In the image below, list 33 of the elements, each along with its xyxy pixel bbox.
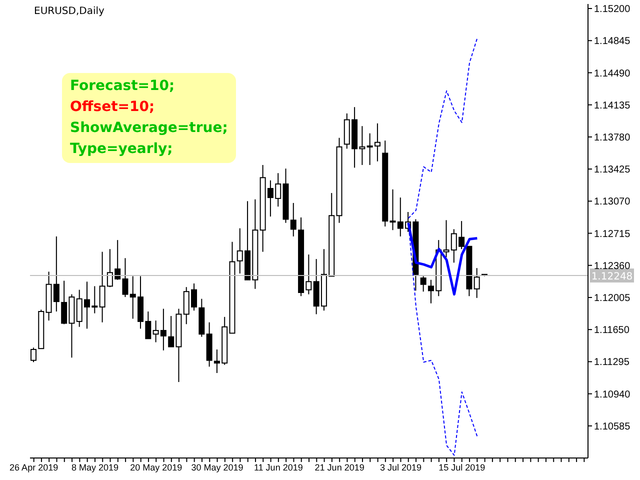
candlestick (290, 202, 296, 237)
x-tick-label: 8 May 2019 (71, 462, 118, 472)
candlestick (420, 276, 426, 292)
annotation: Forecast=10; (70, 77, 176, 96)
y-tick-label: 1.13425 (594, 164, 631, 176)
y-tick-label: 1.11650 (594, 325, 630, 336)
chart-title: EURUSD,Daily (34, 6, 104, 17)
annotation: ShowAverage=true; (70, 119, 228, 138)
y-tick-label: 1.13070 (594, 196, 631, 208)
y-tick-label: 1.13780 (594, 132, 631, 144)
x-tick-label: 20 May 2019 (130, 462, 182, 472)
y-tick-label: 1.11295 (594, 357, 630, 368)
y-tick-label: 1.14490 (594, 68, 631, 80)
x-tick-label: 21 Jun 2019 (314, 462, 364, 472)
x-tick-label: 26 Apr 2019 (10, 462, 58, 472)
x-tick-label: 15 Jul 2019 (438, 462, 486, 472)
y-tick-label: 1.10585 (594, 421, 631, 432)
annotation: Offset=10; (70, 98, 156, 117)
annotation: Type=yearly; (70, 140, 174, 159)
y-tick-label: 1.14135 (594, 100, 631, 112)
y-tick-label: 1.10940 (594, 389, 631, 400)
y-tick-label: 1.12005 (594, 293, 631, 304)
candlestick (474, 268, 480, 298)
x-tick-label: 11 Jun 2019 (254, 462, 303, 472)
y-tick-label: 1.14845 (594, 36, 631, 48)
y-tick-label: 1.12360 (594, 260, 631, 272)
ref-line-label: 1.12248 (591, 271, 633, 282)
candlestick (30, 347, 36, 363)
x-tick-label: 30 May 2019 (191, 462, 244, 472)
line-series (408, 38, 478, 219)
y-tick-label: 1.15200 (594, 4, 631, 16)
y-tick-label: 1.12715 (594, 228, 631, 240)
x-tick-label: 3 Jul 2019 (380, 462, 422, 472)
